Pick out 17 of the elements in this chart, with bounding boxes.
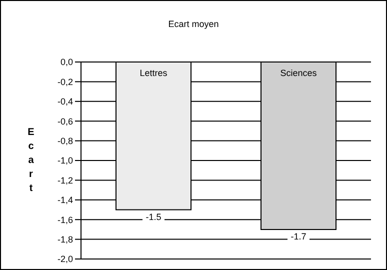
chart-title: Ecart moyen [167,19,220,29]
y-tick-label: -0,8 [57,136,73,146]
y-tick-label: -1,2 [57,175,73,186]
data-label: -1.7 [290,231,306,242]
y-tick-label: -0,6 [57,116,73,126]
y-tick-label: 0,0 [60,57,73,68]
x-tick-label: Sciences [280,68,318,78]
y-axis-title: Ecart [26,126,36,196]
y-tick-label: -1,8 [57,234,73,244]
x-tick-label: Lettres [140,68,168,78]
data-label: -1.5 [146,212,162,222]
y-tick-label: -1,4 [57,195,73,206]
y-tick-label: -2,0 [57,254,73,264]
y-tick-label: -1,6 [57,214,73,225]
y-tick-label: -1,0 [57,156,73,166]
y-tick-label: -0,4 [57,96,73,107]
y-tick-label: -0,2 [57,76,73,87]
